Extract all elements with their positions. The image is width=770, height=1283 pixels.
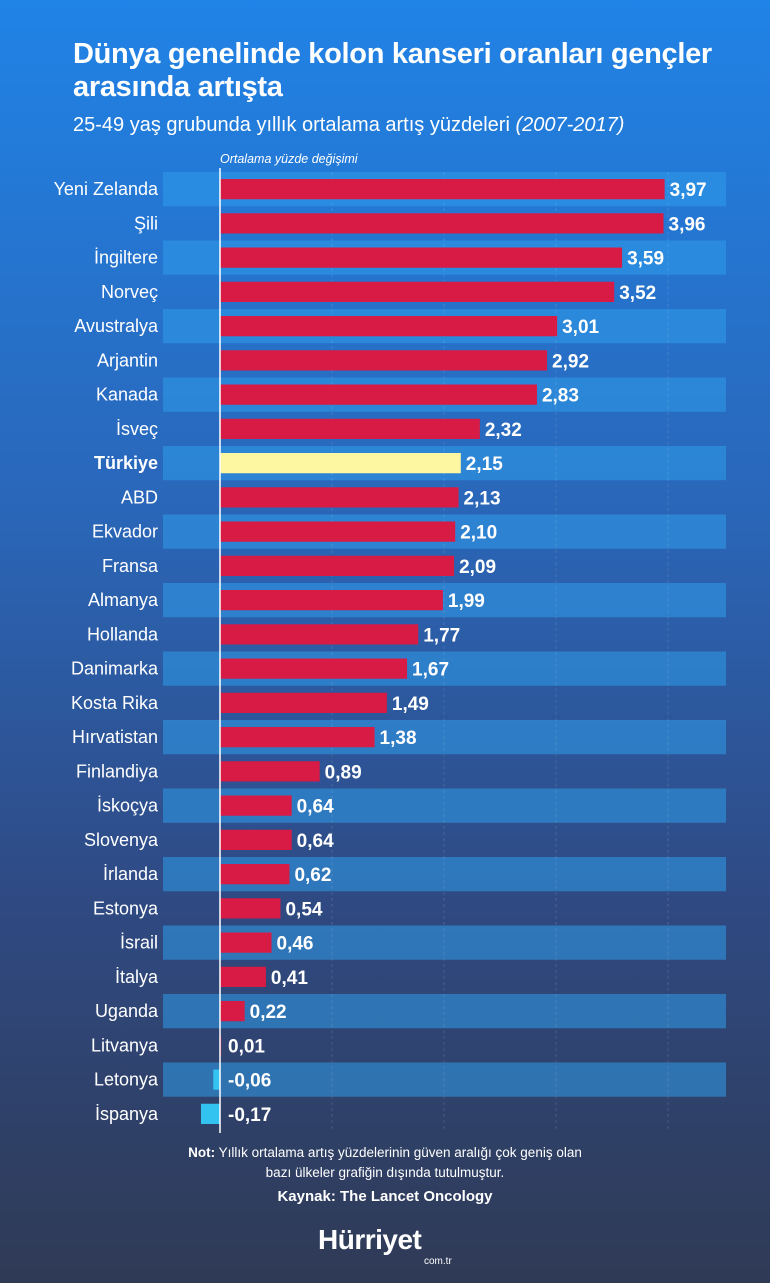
- value-label: 3,97: [670, 180, 707, 201]
- category-label: Uganda: [95, 1001, 159, 1021]
- category-label: Slovenya: [84, 830, 159, 850]
- bar: [220, 418, 480, 439]
- brand-domain: com.tr: [424, 1256, 452, 1267]
- bar-chart: Ortalama yüzde değişimi Yeni Zelanda 3,97 Ş…: [54, 152, 726, 1126]
- value-label: 0,22: [250, 1002, 287, 1023]
- category-label: Estonya: [93, 898, 159, 918]
- bar: [213, 1069, 220, 1090]
- subtitle-text: 25-49 yaş grubunda yıllık ortalama artış…: [73, 114, 510, 136]
- category-label: İsveç: [116, 419, 158, 439]
- value-label: 2,09: [459, 557, 496, 578]
- category-label: Türkiye: [94, 453, 158, 473]
- bar: [220, 624, 419, 645]
- category-label: Kosta Rika: [71, 693, 159, 713]
- bar: [220, 932, 272, 953]
- note-text-2: bazı ülkeler grafiğin dışında tutulmuştu…: [265, 1165, 505, 1180]
- bar: [220, 247, 623, 268]
- bar: [220, 966, 266, 987]
- value-label: 1,77: [423, 625, 460, 646]
- category-label: Letonya: [94, 1070, 159, 1090]
- value-label: 0,54: [285, 899, 322, 920]
- bar: [220, 829, 292, 850]
- bar: [220, 453, 461, 474]
- subtitle-period: (2007-2017): [515, 114, 625, 136]
- category-label: Almanya: [88, 590, 159, 610]
- value-label: -0,17: [228, 1105, 271, 1126]
- bar: [220, 795, 292, 816]
- bar: [220, 658, 408, 679]
- bar: [220, 727, 375, 748]
- value-label: 0,01: [228, 1036, 265, 1057]
- note-label: Not:: [188, 1145, 216, 1160]
- category-label: Hırvatistan: [72, 727, 158, 747]
- value-label: 0,89: [325, 762, 362, 783]
- value-label: 3,52: [619, 283, 656, 304]
- value-label: 0,62: [294, 865, 331, 886]
- category-label: Arjantin: [97, 350, 158, 370]
- category-label: İspanya: [95, 1104, 159, 1124]
- value-label: 0,64: [297, 831, 334, 852]
- row-band: [163, 1062, 726, 1097]
- category-label: İrlanda: [103, 864, 159, 884]
- source-credit: Kaynak: The Lancet Oncology: [277, 1188, 493, 1205]
- category-label: Kanada: [96, 385, 159, 405]
- category-label: ABD: [121, 487, 158, 507]
- value-label: 3,96: [669, 214, 706, 235]
- value-label: 1,99: [448, 591, 485, 612]
- value-label: 2,13: [464, 488, 501, 509]
- value-label: 1,49: [392, 694, 429, 715]
- value-label: 0,46: [277, 934, 314, 955]
- chart-title: Dünya genelinde kolon kanseri oranları g…: [73, 38, 712, 103]
- bar: [220, 864, 290, 885]
- value-label: 2,15: [466, 454, 503, 475]
- bar: [220, 898, 281, 919]
- value-label: 2,10: [460, 523, 497, 544]
- value-label: 1,67: [412, 660, 449, 681]
- bar: [220, 179, 665, 200]
- category-label: İsrail: [120, 933, 158, 953]
- bar: [220, 316, 558, 337]
- category-label: Norveç: [101, 282, 158, 302]
- category-label: İtalya: [115, 967, 159, 987]
- value-label: 3,59: [627, 249, 664, 270]
- bar: [200, 1103, 220, 1124]
- brand-logo: Hürriyet: [318, 1224, 422, 1255]
- bar: [220, 521, 456, 542]
- value-label: 2,83: [542, 386, 579, 407]
- category-label: Şili: [134, 213, 158, 233]
- bar: [220, 761, 320, 782]
- value-label: 2,92: [552, 351, 589, 372]
- bar: [220, 384, 537, 405]
- bar: [220, 213, 664, 234]
- category-label: Ekvador: [92, 522, 158, 542]
- category-label: Finlandiya: [76, 761, 159, 781]
- row-band: [163, 994, 726, 1029]
- category-label: Avustralya: [74, 316, 159, 336]
- value-label: -0,06: [228, 1071, 271, 1092]
- value-label: 1,38: [380, 728, 417, 749]
- category-label: Yeni Zelanda: [54, 179, 159, 199]
- category-label: Hollanda: [87, 624, 159, 644]
- bar: [220, 281, 615, 302]
- value-label: 2,32: [485, 420, 522, 441]
- category-label: Litvanya: [91, 1035, 159, 1055]
- bar: [220, 487, 459, 508]
- note-text-1: Yıllık ortalama artış yüzdelerinin güven…: [218, 1145, 582, 1160]
- axis-label: Ortalama yüzde değişimi: [220, 152, 359, 166]
- value-label: 3,01: [562, 317, 599, 338]
- category-label: İskoçya: [97, 796, 159, 816]
- bar: [220, 590, 443, 611]
- value-label: 0,41: [271, 968, 308, 989]
- bar: [220, 1001, 245, 1022]
- bar: [220, 692, 387, 713]
- category-label: Fransa: [102, 556, 159, 576]
- category-label: İngiltere: [94, 248, 158, 268]
- bar: [220, 555, 455, 576]
- category-label: Danimarka: [71, 659, 159, 679]
- bar: [220, 350, 548, 371]
- footnote: Not: Yıllık ortalama artış yüzdelerinin …: [0, 1143, 770, 1183]
- value-label: 0,64: [297, 797, 334, 818]
- chart-subtitle: 25-49 yaş grubunda yıllık ortalama artış…: [73, 112, 624, 138]
